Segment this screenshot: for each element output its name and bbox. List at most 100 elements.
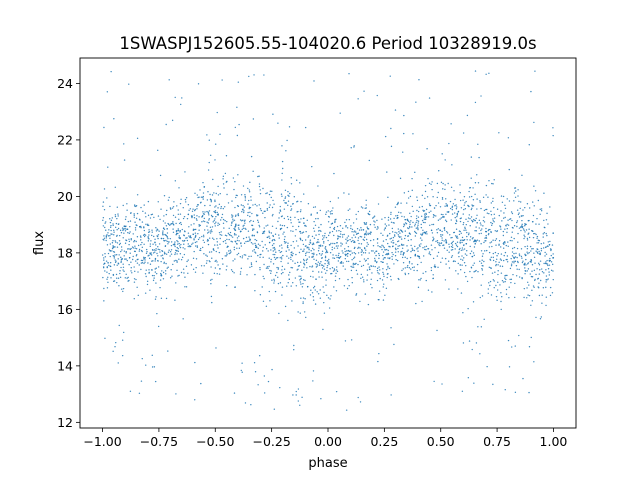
data-point bbox=[210, 251, 213, 253]
data-point bbox=[373, 224, 375, 226]
data-point bbox=[325, 211, 328, 213]
data-point bbox=[249, 221, 251, 223]
data-point bbox=[467, 217, 470, 219]
data-point bbox=[440, 235, 442, 238]
data-point bbox=[233, 248, 236, 251]
data-point bbox=[500, 292, 502, 294]
data-point bbox=[292, 281, 294, 284]
data-point bbox=[520, 201, 522, 203]
data-point bbox=[416, 269, 418, 272]
data-point bbox=[328, 261, 330, 263]
data-point bbox=[347, 252, 349, 255]
data-point bbox=[459, 247, 461, 250]
data-point bbox=[530, 304, 532, 307]
data-point bbox=[273, 408, 276, 410]
data-point bbox=[303, 259, 305, 262]
data-point bbox=[404, 272, 406, 275]
data-point bbox=[348, 73, 350, 75]
data-point bbox=[444, 205, 446, 207]
data-point bbox=[305, 261, 308, 264]
data-point bbox=[545, 263, 548, 265]
data-point bbox=[536, 248, 538, 250]
data-point bbox=[360, 227, 362, 229]
data-point bbox=[162, 278, 165, 280]
data-point bbox=[537, 199, 540, 202]
data-point bbox=[216, 273, 218, 275]
data-point bbox=[314, 224, 317, 227]
data-point bbox=[436, 182, 439, 185]
data-point bbox=[158, 230, 160, 232]
data-point bbox=[344, 258, 347, 260]
data-point bbox=[247, 211, 249, 214]
data-point bbox=[408, 227, 410, 230]
data-point bbox=[525, 264, 527, 266]
data-point bbox=[526, 237, 529, 240]
data-point bbox=[265, 247, 268, 250]
data-point bbox=[198, 224, 200, 226]
data-point bbox=[549, 259, 552, 262]
data-point bbox=[479, 296, 481, 299]
data-point bbox=[198, 196, 200, 198]
data-point bbox=[488, 72, 490, 74]
data-point bbox=[271, 225, 274, 227]
data-point bbox=[420, 261, 422, 264]
data-point bbox=[285, 250, 287, 252]
data-point bbox=[174, 252, 177, 254]
data-point bbox=[474, 243, 476, 245]
data-point bbox=[402, 244, 405, 246]
data-point bbox=[253, 235, 255, 237]
data-point bbox=[108, 264, 110, 267]
data-point bbox=[506, 231, 508, 234]
data-point bbox=[154, 271, 157, 273]
data-point bbox=[267, 224, 269, 226]
data-point bbox=[456, 213, 458, 215]
data-point bbox=[477, 271, 479, 273]
data-point bbox=[397, 228, 400, 230]
data-point bbox=[290, 209, 292, 212]
data-point bbox=[122, 269, 124, 271]
data-point bbox=[426, 233, 428, 235]
data-point bbox=[425, 231, 428, 233]
data-point bbox=[444, 159, 446, 161]
data-point bbox=[251, 229, 254, 232]
data-point bbox=[287, 191, 289, 193]
data-point bbox=[529, 245, 532, 248]
data-point bbox=[386, 276, 388, 279]
data-point bbox=[508, 297, 510, 299]
data-point bbox=[468, 340, 471, 342]
data-point bbox=[206, 225, 208, 227]
data-point bbox=[391, 258, 393, 260]
data-point bbox=[345, 242, 348, 244]
data-point bbox=[126, 259, 128, 262]
data-point bbox=[281, 215, 283, 217]
data-point bbox=[395, 243, 397, 246]
data-point bbox=[455, 270, 457, 272]
data-point bbox=[461, 247, 464, 249]
data-point bbox=[523, 229, 525, 231]
data-point bbox=[369, 231, 372, 233]
data-point bbox=[480, 262, 483, 264]
data-point bbox=[235, 214, 237, 216]
data-point bbox=[355, 218, 358, 220]
data-point bbox=[299, 312, 301, 314]
data-point bbox=[411, 266, 414, 269]
data-point bbox=[123, 232, 125, 234]
data-point bbox=[193, 239, 195, 241]
data-point bbox=[545, 219, 548, 221]
data-point bbox=[442, 188, 444, 190]
data-point bbox=[105, 221, 107, 223]
data-point bbox=[207, 243, 210, 246]
data-point bbox=[404, 218, 406, 221]
data-point bbox=[393, 263, 395, 265]
data-point bbox=[117, 258, 119, 260]
data-point bbox=[257, 243, 260, 245]
data-point bbox=[517, 241, 519, 243]
data-point bbox=[292, 230, 294, 233]
data-point bbox=[184, 171, 186, 173]
data-point bbox=[169, 251, 172, 253]
data-point bbox=[415, 217, 418, 220]
data-point bbox=[382, 271, 384, 274]
data-point bbox=[347, 260, 350, 263]
data-point bbox=[263, 227, 265, 229]
data-point bbox=[310, 289, 312, 291]
